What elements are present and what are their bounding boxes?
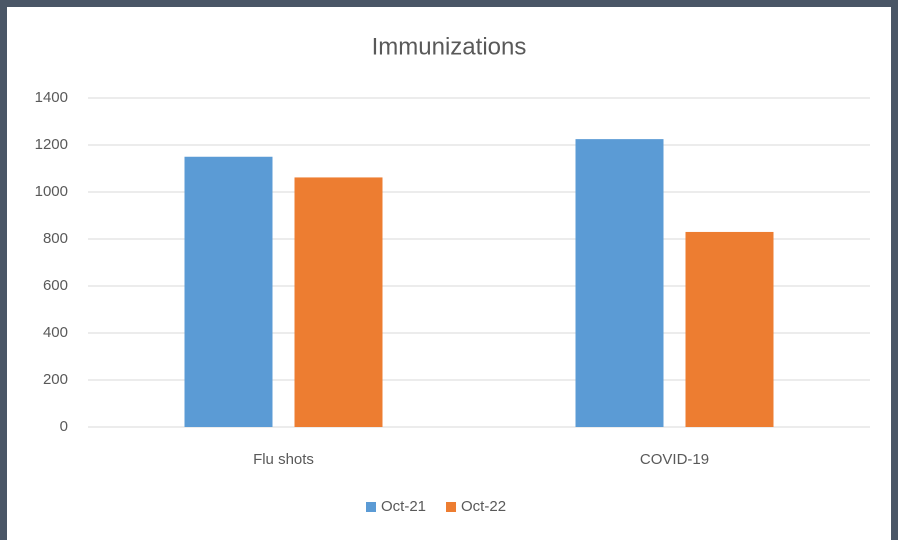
legend-swatch [446, 502, 457, 512]
x-tick-label: COVID-19 [640, 451, 709, 468]
y-tick-label: 200 [43, 371, 68, 388]
y-tick-label: 800 [43, 230, 68, 247]
y-tick-label: 0 [60, 418, 68, 435]
y-tick-label: 1200 [35, 136, 68, 153]
legend-label: Oct-21 [381, 498, 426, 515]
legend-swatch [366, 502, 376, 512]
bar [184, 156, 273, 427]
chart-title: Immunizations [372, 33, 527, 60]
bar [575, 139, 664, 427]
legend-label: Oct-22 [461, 498, 506, 515]
y-tick-label: 1000 [35, 183, 68, 200]
y-tick-label: 600 [43, 277, 68, 294]
bar [294, 177, 383, 427]
bar [685, 231, 774, 427]
y-tick-label: 1400 [35, 89, 68, 106]
y-tick-label: 400 [43, 324, 68, 341]
x-tick-label: Flu shots [253, 451, 314, 468]
